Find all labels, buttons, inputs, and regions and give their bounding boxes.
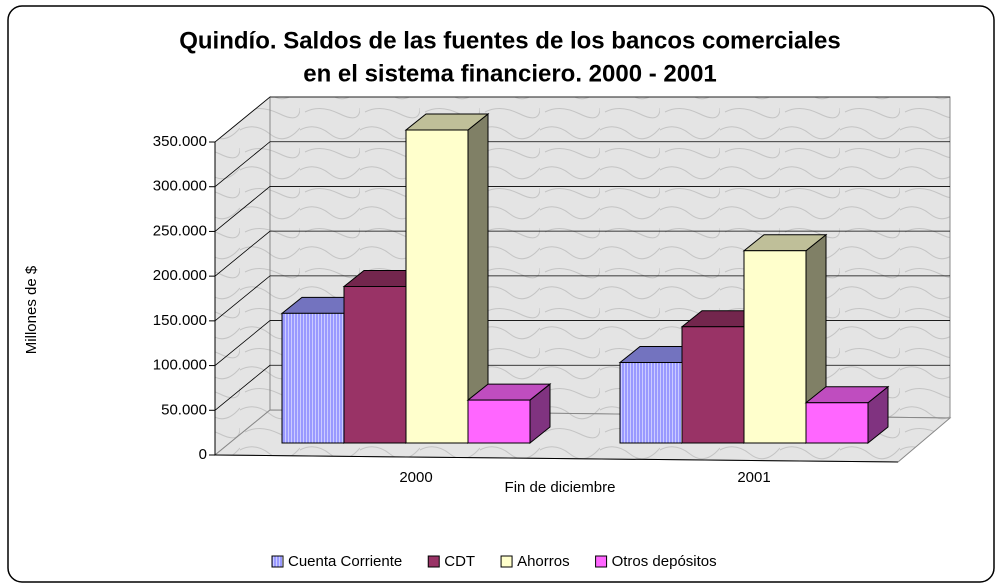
legend-label: Otros depósitos [612, 553, 717, 570]
y-axis-label: Millones de $ [23, 265, 40, 354]
y-tick-label: 50.000 [161, 401, 207, 418]
grid-line [214, 141, 950, 188]
y-tick-label: 150.000 [153, 312, 207, 329]
x-axis-label: Fin de diciembre [505, 479, 616, 496]
y-tick-label: 0 [199, 446, 207, 463]
bar [467, 399, 531, 444]
y-tick-label: 250.000 [153, 222, 207, 239]
grid-line [214, 96, 950, 143]
y-tick-label: 200.000 [153, 267, 207, 284]
grid-line [214, 275, 950, 322]
bar [681, 326, 745, 444]
grid-line [214, 186, 950, 232]
y-tick-label: 300.000 [153, 178, 207, 195]
y-tick-label: 100.000 [153, 357, 207, 374]
bar [281, 312, 345, 444]
bar [619, 362, 683, 444]
legend-swatch [500, 555, 513, 568]
y-tick-label: 350.000 [153, 133, 207, 150]
chart-title: en el sistema financiero. 2000 - 2001 [303, 60, 717, 87]
chart-title: Quindío. Saldos de las fuentes de los ba… [179, 27, 841, 54]
side-wall [214, 95, 271, 457]
legend-label: Ahorros [517, 553, 570, 570]
legend-swatch [595, 555, 608, 568]
bar [743, 250, 807, 444]
bar [343, 286, 407, 444]
x-tick-label: 2000 [399, 469, 432, 486]
x-axis [214, 454, 899, 463]
x-tick-label: 2001 [737, 469, 770, 486]
bar [805, 402, 869, 444]
legend-label: CDT [444, 553, 475, 570]
legend-swatch [427, 555, 440, 568]
legend-label: Cuenta Corriente [288, 553, 402, 570]
legend-swatch [271, 555, 284, 568]
bar [405, 129, 469, 444]
grid-line [214, 230, 950, 277]
